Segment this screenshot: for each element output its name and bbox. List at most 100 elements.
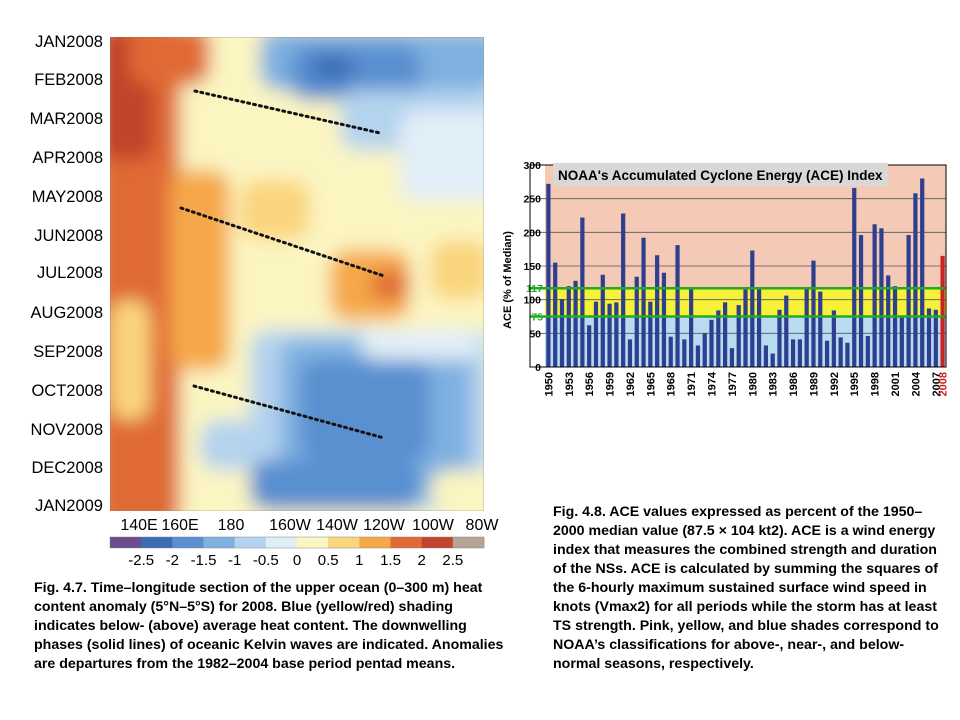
ace-y-tick-label: 0 [535,362,541,374]
ace-x-tick-label: 2001 [890,372,902,396]
longitude-tick-label: 140E [120,517,157,534]
ace-bar [831,310,836,367]
ace-bar [756,289,762,367]
ace-x-tick-label: 1995 [849,372,861,396]
colorbar-swatch [452,537,485,548]
ace-y-tick-label: 200 [523,227,541,239]
ace-bar [770,353,775,367]
ace-bar [838,337,843,367]
ace-bar [723,302,728,367]
colorbar-label: -1 [228,552,241,569]
colorbar-swatch [265,537,298,548]
colorbar-label: 0.5 [318,552,339,569]
ace-y-axis-title: ACE (% of Median) [502,231,514,329]
ace-bar [702,333,707,367]
ace-bar [573,280,578,367]
ace-bars [546,178,945,367]
ace-bar [852,187,857,367]
ace-bar [926,308,932,367]
kelvin-wave-line [193,89,382,135]
colorbar-label: 2.5 [442,552,463,569]
kelvin-wave-line [192,384,386,440]
ace-bar [858,235,864,367]
ace-x-tick-label: 1980 [747,372,759,396]
ace-bar [879,228,884,367]
time-tick-label: AUG2008 [31,304,103,322]
time-tick-label: MAY2008 [32,188,103,206]
ace-y-axis-labels: 0 50 100 150 200 250 300 [523,160,541,374]
colorbar-swatch [421,537,454,548]
time-tick-label: JAN2009 [35,497,103,515]
ace-bar [804,287,809,367]
time-tick-label: OCT2008 [31,382,103,400]
longitude-tick-label: 160E [161,517,198,534]
ace-bar [600,274,605,367]
ace-bar [648,301,653,367]
ace-bar [933,309,938,367]
figure-4-8-caption: Fig. 4.8. ACE values expressed as percen… [553,503,948,674]
ace-x-tick-label: 1965 [645,372,657,396]
colorbar-label: 1 [355,552,363,569]
ace-bar [566,286,571,367]
ace-bar [892,286,898,367]
colorbar-label: -0.5 [253,552,279,569]
ace-bar [865,336,870,367]
ace-bar [729,348,735,367]
ace-x-tick-label: 1998 [870,372,882,396]
ace-bar [940,255,945,367]
ace-x-tick-label: 1950 [543,372,555,396]
time-tick-label: NOV2008 [31,421,103,439]
ace-bar [627,339,633,367]
time-tick-label: FEB2008 [34,71,103,89]
longitude-tick-label: 120W [363,517,406,534]
ace-x-tick-label: 1983 [768,372,780,396]
ace-x-tick-label: 2007 [931,372,943,396]
longitude-tick-label: 160W [269,517,312,534]
ace-x-tick-label: 2004 [910,371,922,396]
colorbar-swatch [359,537,391,548]
colorbar-swatch [141,537,173,548]
ace-x-tick-label: 1962 [625,372,637,396]
time-tick-label: MAR2008 [30,110,103,128]
colorbar-swatch [390,537,422,548]
ace-bar [811,260,816,367]
ace-bar [784,295,789,367]
threshold-label: 117 [526,283,543,295]
ace-bar [695,345,701,367]
ace-x-tick-label: 2008 [938,372,950,396]
ace-x-tick-label: 1956 [584,372,596,396]
ace-y-tick-label: 150 [523,261,541,273]
kelvin-wave-lines [179,89,386,440]
ace-bar [743,289,748,367]
time-tick-label: SEP2008 [33,343,103,361]
ace-bar [716,310,721,367]
ace-bar [920,178,925,367]
ace-bar [675,245,680,367]
ace-x-tick-label: 1953 [564,372,576,396]
ace-bar [824,340,830,367]
ace-bar [668,336,673,367]
ace-bar [661,272,667,367]
ace-bar [655,255,660,367]
time-tick-label: DEC2008 [31,459,103,477]
colorbar: -2.5 -2 -1.5 -1 -0.5 0 0.5 1 1.5 2 2.5 [109,536,485,569]
ace-bar [689,289,694,367]
ace-bar [797,339,802,367]
ace-bar [614,302,619,367]
ace-bar [845,342,850,367]
colorbar-swatch [203,537,235,548]
ace-bar [818,291,823,367]
longitude-tick-label: 80W [466,517,500,534]
ace-y-tick-label: 100 [523,295,541,307]
time-axis-labels: JAN2008 FEB2008 MAR2008 APR2008 MAY2008 JUN20… [30,33,103,515]
ace-x-tick-label: 1974 [707,371,719,396]
ace-x-tick-label: 1986 [788,372,800,396]
ace-bar [906,235,911,367]
ace-title-box [553,163,888,186]
caption-text: Fig. 4.7. Time–longitude section of the … [34,580,504,672]
colorbar-swatch [110,537,142,548]
colorbar-swatch [234,537,267,548]
ace-bar [553,262,558,367]
ace-bar [621,213,626,367]
